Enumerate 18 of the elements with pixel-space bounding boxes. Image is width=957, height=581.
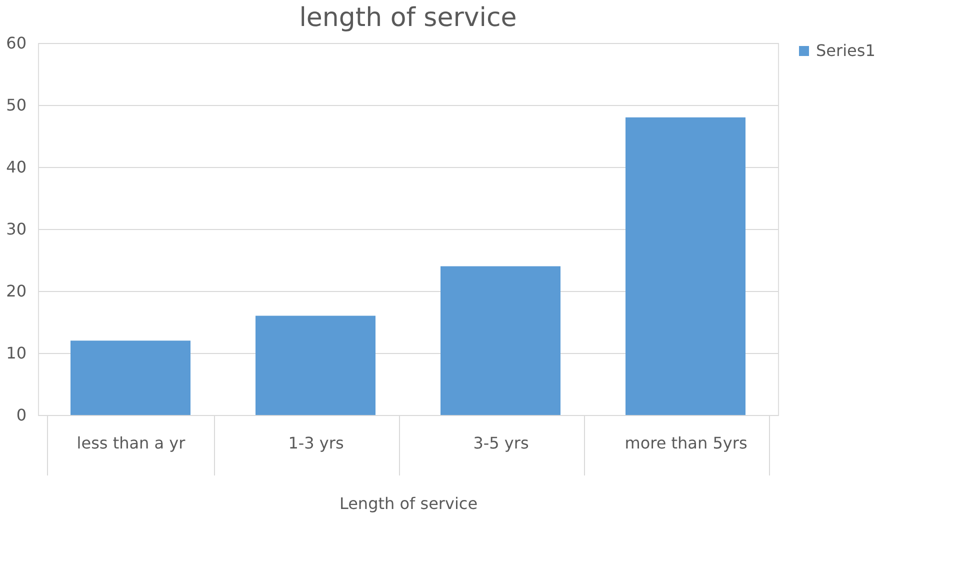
y-tick-label: 0 xyxy=(16,406,26,424)
bar xyxy=(626,117,746,415)
y-tick-label: 50 xyxy=(6,96,26,114)
y-tick-label: 10 xyxy=(6,344,26,362)
x-axis-title: Length of service xyxy=(339,494,478,513)
y-tick-label: 30 xyxy=(6,220,26,238)
y-tick-label: 20 xyxy=(6,282,26,300)
bar xyxy=(256,316,376,415)
bar xyxy=(70,340,190,415)
x-tick-label: 1-3 yrs xyxy=(288,434,344,452)
y-tick-label: 40 xyxy=(6,158,26,176)
y-tick-label: 60 xyxy=(6,34,26,52)
x-tick-label: 3-5 yrs xyxy=(473,434,529,452)
x-tick-label: less than a yr xyxy=(76,434,186,452)
x-tick-label: more than 5yrs xyxy=(624,434,748,452)
chart-title: length of service xyxy=(299,3,517,33)
legend-label: Series1 xyxy=(816,41,876,60)
bar xyxy=(440,266,560,415)
